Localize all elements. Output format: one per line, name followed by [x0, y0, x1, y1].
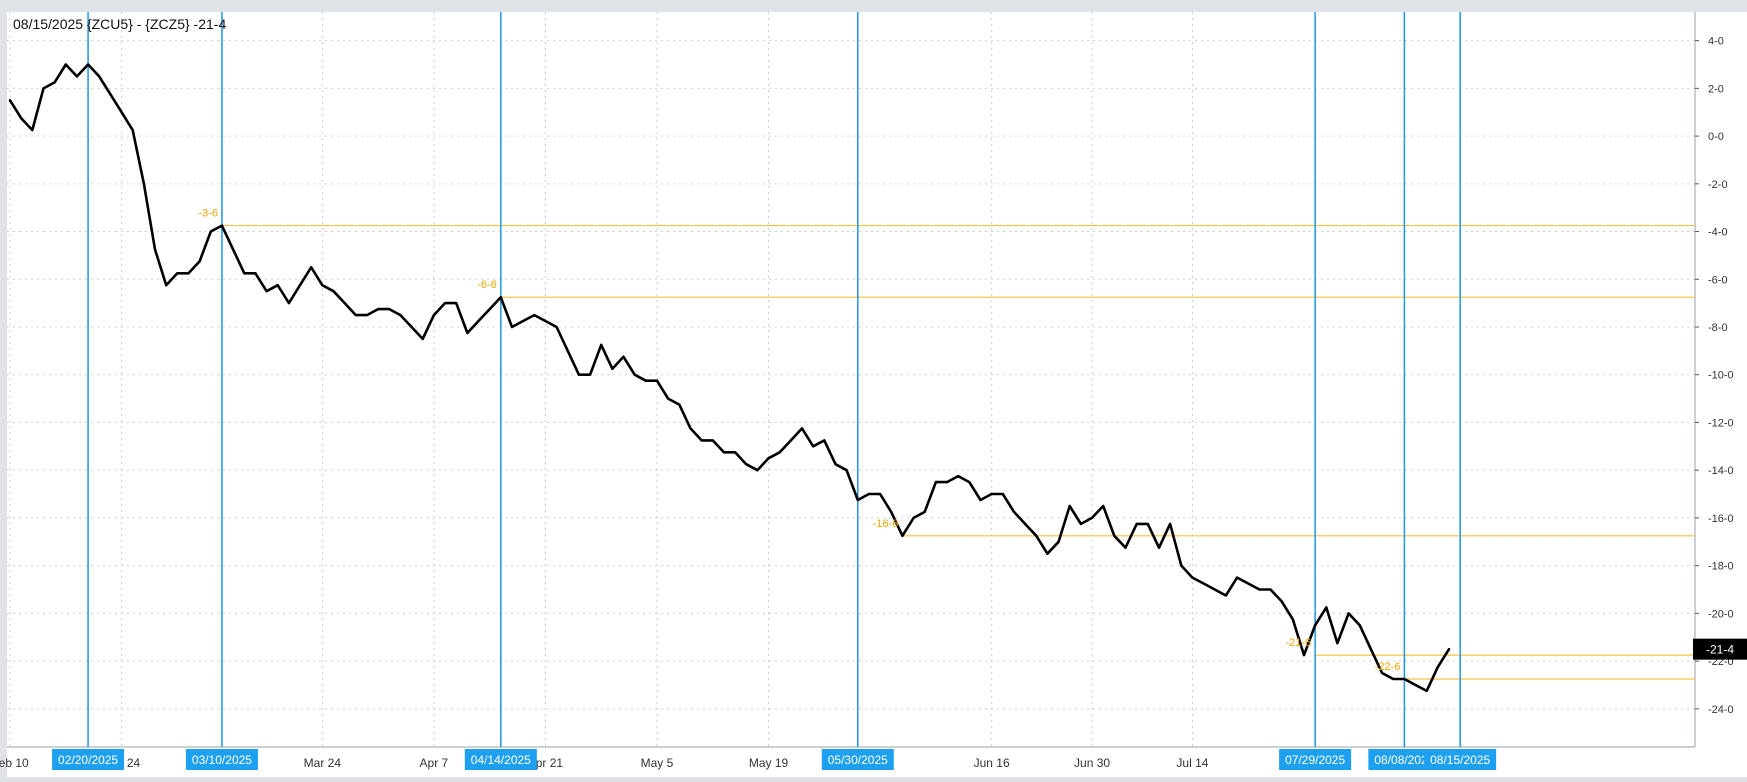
y-tick-label: -12-0: [1708, 417, 1734, 429]
date-tag-background: [52, 749, 125, 770]
x-tick-label: Apr 7: [420, 756, 449, 770]
x-tick-label: Jul 14: [1176, 756, 1208, 770]
grid: [7, 12, 1695, 747]
y-tick-label: -14-0: [1708, 465, 1734, 477]
series-line: [8, 63, 1451, 693]
date-tags: 02/20/2025 03/10/2025 04/14/2025 05/30/2025…: [52, 749, 1497, 770]
last-value-label: -21-4: [1706, 643, 1734, 657]
date-tag-label: 02/20/2025: [58, 753, 118, 767]
date-tag-label: 03/10/2025: [192, 753, 252, 767]
date-tag-background: [185, 749, 258, 770]
date-tag-background: [1368, 749, 1441, 770]
date-tag-background: [821, 749, 894, 770]
x-tick-label: Feb 10: [0, 756, 29, 770]
y-tick-label: -24-0: [1708, 704, 1734, 716]
date-tag-background: [464, 749, 537, 770]
y-tick-label: -8-0: [1708, 322, 1728, 334]
level-label: -3-6: [198, 208, 218, 220]
x-tick-label: May 19: [749, 756, 789, 770]
y-tick-label: -4-0: [1708, 227, 1728, 239]
chart-title: 08/15/2025 {ZCU5} - {ZCZ5} -21-4: [13, 16, 226, 32]
y-tick-label: -18-0: [1708, 561, 1734, 573]
date-tag-label: 08/08/2025: [1374, 753, 1434, 767]
y-tick-label: 0-0: [1708, 131, 1724, 143]
y-tick-label: -20-0: [1708, 608, 1734, 620]
y-tick-label: -16-0: [1708, 513, 1734, 525]
level-label: -16-6: [873, 518, 899, 530]
y-axis-panel: [1695, 12, 1747, 747]
last-value-tag-background: [1693, 638, 1747, 660]
last-value-tag: -21-4: [1693, 638, 1747, 660]
y-tick-label: -6-0: [1708, 274, 1728, 286]
plot-area: [7, 12, 1695, 747]
level-labels: -3-6 -6-6 -16-6 -21-6 -22-6: [198, 208, 1400, 673]
date-tag-background: [1424, 749, 1497, 770]
date-tag-label: 07/29/2025: [1285, 753, 1345, 767]
x-tick-label: Jun 30: [1074, 756, 1110, 770]
y-axis-ticks: 4-0 2-0 0-0 -2-0 -4-0 -6-0 -8-0 -10-0 -12-0 -14-0…: [1695, 36, 1734, 716]
y-tick-label: -10-0: [1708, 370, 1734, 382]
horizontal-levels: [221, 224, 1695, 680]
level-label: -6-6: [477, 279, 497, 291]
x-tick-label: Jun 16: [974, 756, 1010, 770]
vertical-markers: [87, 12, 1461, 747]
x-tick-label: Mar 24: [304, 756, 342, 770]
y-tick-label: -2-0: [1708, 179, 1728, 191]
date-tag-label: 05/30/2025: [828, 753, 888, 767]
level-label: -22-6: [1375, 661, 1401, 673]
x-tick-label: May 5: [641, 756, 674, 770]
date-tag-label: 04/14/2025: [471, 753, 531, 767]
y-tick-label: 4-0: [1708, 36, 1724, 48]
level-label: -21-6: [1285, 637, 1311, 649]
y-tick-label: 2-0: [1708, 83, 1724, 95]
series-layer: [8, 63, 1451, 693]
date-tag-label: 08/15/2025: [1430, 753, 1490, 767]
date-tag-background: [1279, 749, 1352, 770]
